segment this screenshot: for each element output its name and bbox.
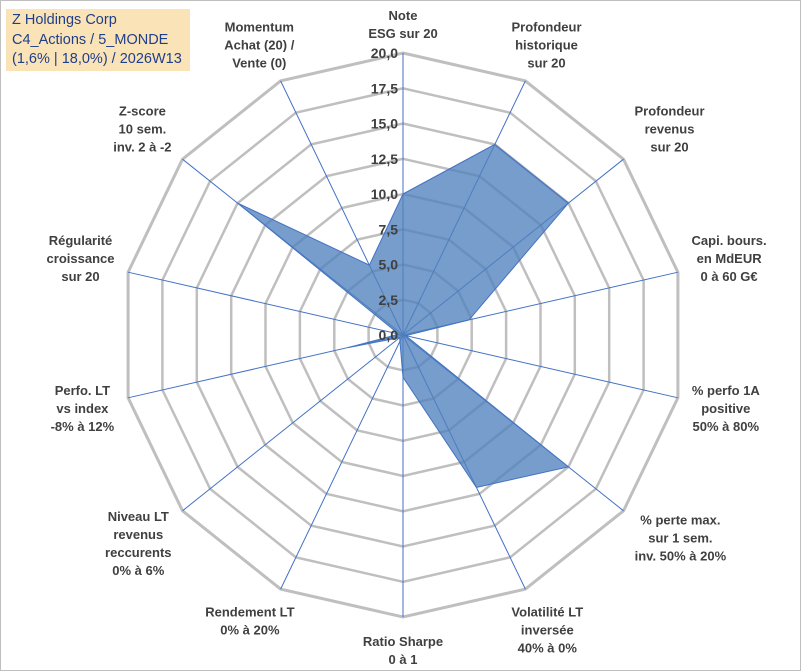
tick-label: 2,5 [379,292,399,308]
tick-label: 10,0 [371,186,398,202]
tick-label: 0,0 [379,327,399,343]
tick-label: 17,5 [371,80,398,96]
category-label: Profondeur historique sur 20 [511,19,581,70]
category-label: Note ESG sur 20 [368,8,437,41]
tick-label: 12,5 [371,151,398,167]
axis-spoke [127,271,404,336]
category-label: Rendement LT 0% à 20% [205,605,294,638]
radar-series [237,143,570,488]
axis-spoke [402,334,679,399]
category-labels: Note ESG sur 20 Profondeur historique sur 20… [47,8,767,667]
period-stats: (1,6% | 18,0%) / 2026W13 [12,51,182,67]
tick-label: 15,0 [371,116,398,132]
tick-label: 5,0 [379,257,399,273]
axis-spoke [182,334,404,512]
company-name: Z Holdings Corp [12,12,117,28]
radial-tick-labels: 0,0 2,5 5,0 7,5 10,0 12,5 15,0 17,5 20,0 [371,45,398,343]
category-label: Momentum Achat (20) / Vente (0) [224,19,294,70]
axis-spoke [280,334,404,590]
category-label: Z-score 10 sem. inv. 2 à -2 [113,104,171,155]
category-label: Volatilité LT inversée 40% à 0% [511,605,583,656]
category-label: % perfo 1A positive 50% à 80% [692,383,761,434]
tick-label: 7,5 [379,221,399,237]
category-label: Profondeur revenus sur 20 [634,104,704,155]
tick-label: 20,0 [371,45,398,61]
portfolio-category: C4_Actions / 5_MONDE [12,31,169,48]
category-label: Ratio Sharpe 0 à 1 [363,634,443,667]
category-label: Régularité croissance sur 20 [47,233,115,284]
category-label: Perfo. LT vs index -8% à 12% [51,383,115,434]
category-label: % perte max. sur 1 sem. inv. 50% à 20% [635,512,727,563]
category-label: Niveau LT revenus reccurents 0% à 6% [105,509,171,578]
category-label: Capi. bours. en MdEUR 0 à 60 G€ [692,233,767,284]
chart-info-box: Z Holdings Corp C4_Actions / 5_MONDE (1,… [6,9,190,71]
